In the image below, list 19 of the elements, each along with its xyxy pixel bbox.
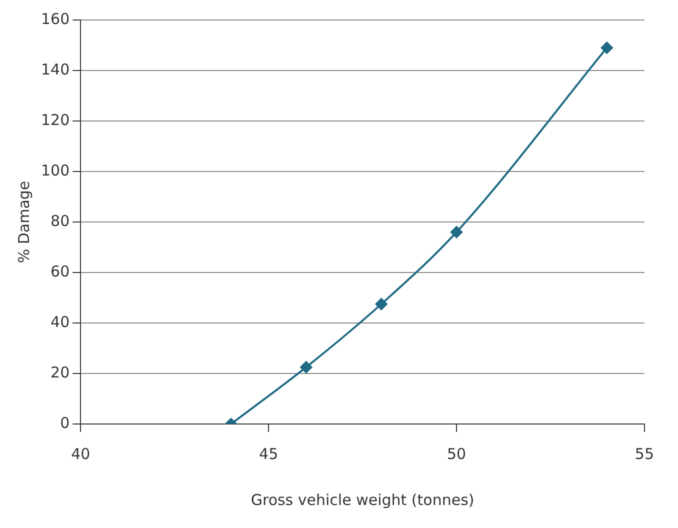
x-tick-label: 40 (71, 444, 90, 463)
y-tick-label: 40 (50, 312, 70, 331)
y-tick-label: 80 (50, 212, 70, 230)
x-axis-title: Gross vehicle weight (tonnes) (250, 490, 474, 509)
x-tick-label: 50 (446, 444, 466, 463)
x-tick-label: 55 (634, 444, 654, 463)
point (375, 298, 388, 310)
y-tick-label: 20 (50, 363, 70, 382)
point (600, 42, 613, 54)
y-tick-label: 60 (50, 262, 70, 280)
y-tick-label: 140 (40, 60, 70, 78)
y-tick-label: 100 (40, 161, 70, 180)
y-tick-label: 120 (40, 110, 70, 129)
y-axis-title: % Damage (14, 180, 33, 264)
point (450, 226, 463, 238)
y-tick-label: 0 (60, 414, 70, 432)
y-tick-label: 160 (40, 10, 70, 28)
point (300, 361, 312, 374)
x-tick-label: 45 (259, 444, 278, 463)
